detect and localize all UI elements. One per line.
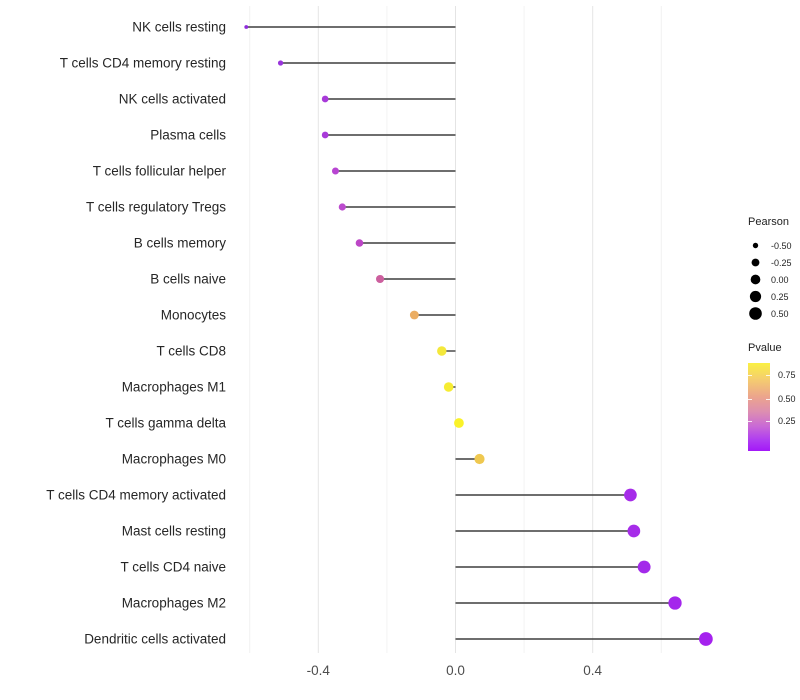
pvalue-colorbar-tick-mark [748,398,752,400]
pvalue-colorbar-tick-label: 0.25 [778,415,796,426]
y-axis-category-label: Plasma cells [150,128,226,143]
lollipop-point [321,95,329,103]
lollipop-point [375,274,385,284]
y-axis-category-label: Macrophages M2 [122,596,226,611]
legend-pearson-entries: -0.50 -0.25 0.00 0.25 0.50 [748,237,792,322]
pvalue-colorbar-tick-mark [748,420,752,422]
y-axis-category-label: Dendritic cells activated [84,632,226,647]
legend-size-entry: 0.25 [748,288,792,305]
lollipop-point [443,382,454,392]
x-axis-tick-label: -0.4 [307,663,331,678]
y-axis-category-label: T cells CD8 [156,344,226,359]
legend-size-dot-circle [749,290,762,303]
y-axis-category-label: T cells gamma delta [105,416,226,431]
x-axis-tick-label: 0.0 [446,663,465,678]
legend-pearson-title: Pearson [748,216,789,228]
legend-size-dot [748,289,763,304]
y-axis-category-label: Macrophages M0 [122,452,226,467]
y-axis-category-label: B cells memory [134,236,227,251]
legend-size-entry-label: 0.00 [771,274,789,285]
lollipop-point [277,60,284,66]
legend-size-entry: -0.25 [748,254,792,271]
lollipop-point [331,167,339,175]
legend-size-dot [748,306,763,321]
lollipop-point [244,25,249,29]
legend-size-entry-label: -0.25 [771,257,792,268]
lollipop-point [624,488,637,502]
lollipop-point [321,131,329,139]
y-axis-category-label: T cells CD4 naive [120,560,226,575]
legend-size-entry-label: 0.25 [771,291,789,302]
lollipop-point [474,453,485,465]
lollipop-point [409,310,419,320]
legend-size-entry: 0.50 [748,305,792,322]
x-axis-tick-label: 0.4 [583,663,602,678]
y-axis-category-label: Monocytes [161,308,227,323]
lollipop-point [637,560,651,574]
lollipop-point [699,632,713,646]
pvalue-colorbar-tick-mark [766,420,770,422]
legend-size-dot [748,238,763,253]
y-axis-category-label: NK cells resting [132,20,226,35]
y-axis-category-label: T cells follicular helper [93,164,227,179]
y-axis-category-label: T cells CD4 memory resting [60,56,226,71]
lollipop-point [454,418,464,428]
lollipop-point [627,524,641,538]
legend-size-entry: 0.00 [748,271,792,288]
pvalue-colorbar [748,363,770,451]
y-axis-category-label: T cells regulatory Tregs [86,200,226,215]
pvalue-colorbar-tick-label: 0.50 [778,393,796,404]
y-axis-category-label: T cells CD4 memory activated [46,488,226,503]
legend-pearson: Pearson -0.50 -0.25 0.00 0.25 0.50 [748,216,792,322]
lollipop-point [437,346,447,356]
y-axis-category-label: Macrophages M1 [122,380,226,395]
legend-size-dot-circle [752,242,759,249]
y-axis-category-label: B cells naive [150,272,226,287]
legend-size-entry-label: -0.50 [771,240,792,251]
lollipop-point [668,596,682,610]
y-axis-category-label: Mast cells resting [122,524,226,539]
lollipop-point [355,239,364,247]
pvalue-colorbar-tick-mark [766,375,770,376]
pvalue-colorbar-tick-mark [748,375,752,376]
legend-size-dot [748,272,763,287]
pvalue-colorbar-tick-mark [766,398,770,400]
legend-size-entry: -0.50 [748,237,792,254]
legend-size-entry-label: 0.50 [771,308,789,319]
legend-size-dot-circle [749,307,762,320]
legend-pvalue: Pvalue 0.75 0.50 0.25 [748,342,800,455]
y-axis-category-label: NK cells activated [119,92,226,107]
legend-size-dot [748,255,763,270]
legend-size-dot-circle [750,274,761,285]
lollipop-point [338,203,346,211]
pvalue-colorbar-wrap: 0.75 0.50 0.25 [748,363,800,455]
pvalue-colorbar-tick-label: 0.75 [778,370,796,380]
legend-size-dot-circle [751,258,760,267]
legend-pvalue-title: Pvalue [748,342,782,354]
